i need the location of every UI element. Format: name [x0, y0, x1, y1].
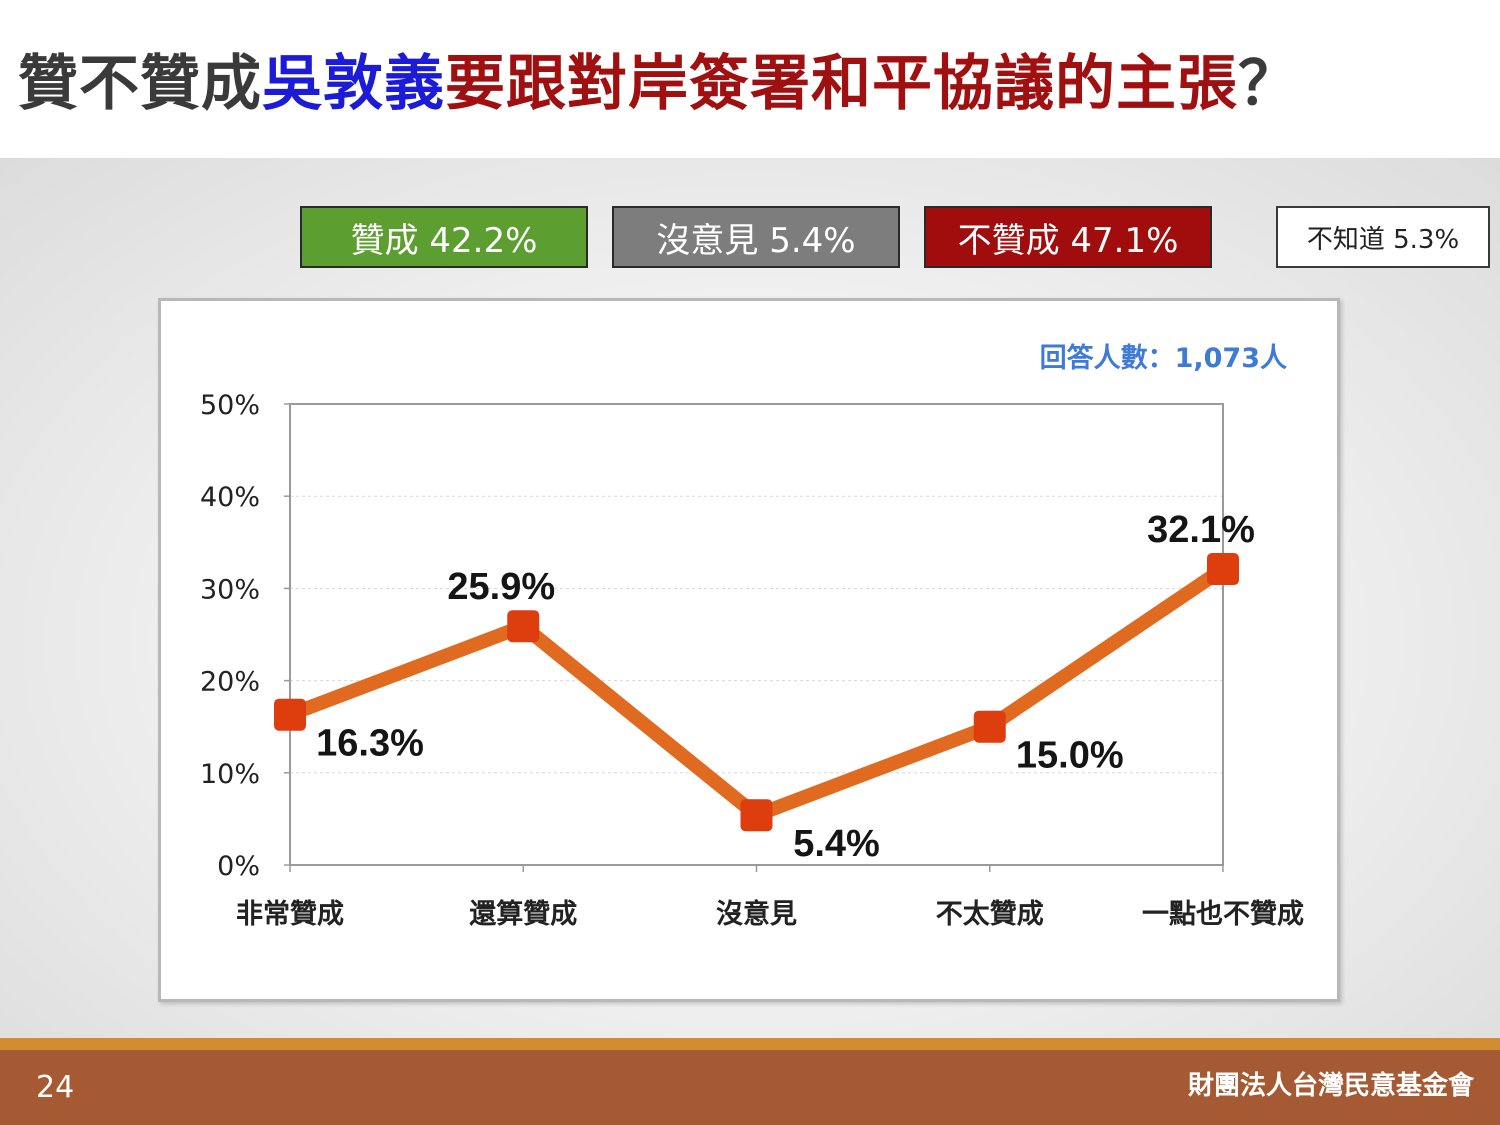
page-number: 24	[36, 1070, 75, 1105]
data-point-marker	[507, 610, 540, 643]
data-point-marker	[1207, 553, 1239, 586]
data-point-marker	[740, 799, 773, 832]
x-tick-label: 沒意見	[716, 898, 797, 930]
series-line	[287, 563, 1227, 824]
y-tick-label: 50%	[200, 390, 260, 421]
summary-unknown: 不知道 5.3%	[1276, 206, 1490, 268]
line-chart: 回答人數：1,073人 0% 10% 20% 30% 40% 50% 非常贊成 還算贊成 沒意見 不…	[200, 342, 1304, 930]
data-label: 15.0%	[1016, 735, 1124, 777]
summary-neutral: 沒意見 5.4%	[612, 206, 900, 268]
title-part-question: 贊不贊成	[18, 49, 262, 119]
y-tick-label: 0%	[217, 851, 260, 882]
summary-disagree: 不贊成 47.1%	[924, 206, 1212, 268]
data-label: 16.3%	[316, 723, 424, 765]
data-point-marker	[973, 710, 1006, 743]
footer-band	[0, 1038, 1500, 1125]
title-bar: 贊不贊成吳敦義要跟對岸簽署和平協議的主張？	[0, 0, 1500, 158]
x-tick-label: 不太贊成	[936, 899, 1044, 930]
page-title: 贊不贊成吳敦義要跟對岸簽署和平協議的主張？	[18, 44, 1299, 124]
x-tick-label: 還算贊成	[469, 898, 577, 930]
data-label: 32.1%	[1147, 509, 1255, 551]
y-tick-label: 30%	[200, 574, 260, 605]
sample-size-note: 回答人數：1,073人	[1040, 342, 1287, 374]
y-tick-label: 40%	[200, 482, 260, 513]
data-point-marker	[274, 698, 306, 731]
chart-frame: 回答人數：1,073人 0% 10% 20% 30% 40% 50% 非常贊成 還算贊成 沒意見 不…	[158, 298, 1340, 1002]
data-label: 5.4%	[793, 823, 880, 865]
title-part-topic: 要跟對岸簽署和平協議的主張	[445, 49, 1238, 119]
x-tick-label: 一點也不贊成	[1142, 899, 1304, 930]
plot-area	[289, 403, 1224, 866]
organization-name: 財團法人台灣民意基金會	[1187, 1071, 1474, 1101]
data-label: 25.9%	[447, 566, 555, 608]
x-tick-label: 非常贊成	[236, 899, 344, 930]
title-part-mark: ？	[1238, 49, 1299, 119]
y-tick-label: 20%	[200, 667, 260, 698]
summary-agree: 贊成 42.2%	[300, 206, 588, 268]
y-tick-label: 10%	[200, 759, 260, 790]
title-part-name: 吳敦義	[262, 49, 445, 119]
